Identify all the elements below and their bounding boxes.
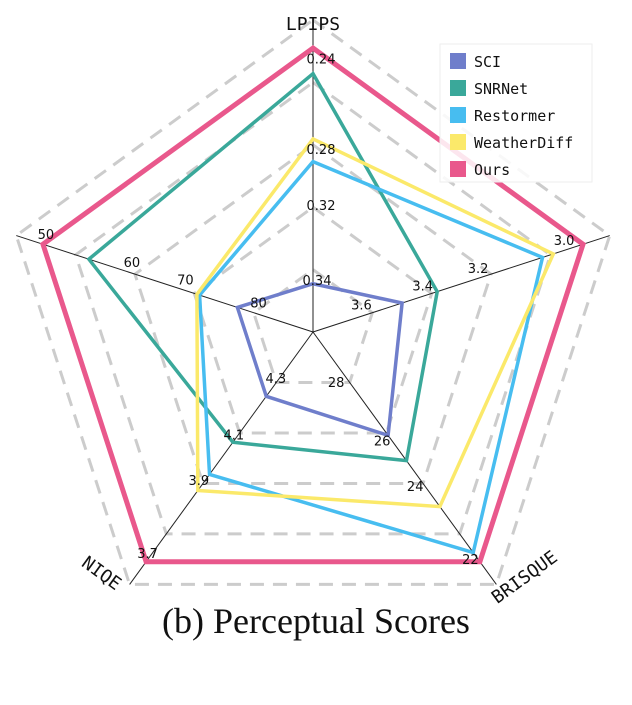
legend: SCI SNRNet Restormer WeatherDiff Ours (439, 43, 593, 183)
tick-label: 4.1 (223, 428, 244, 443)
axis-line-2 (312, 235, 610, 333)
series-sci (235, 281, 405, 438)
grid-ring-4 (73, 80, 553, 536)
tick-label: 60 (124, 256, 141, 271)
tick-label: 0.28 (307, 143, 336, 158)
radar-axes (16, 20, 610, 585)
axis-line-5 (16, 235, 314, 333)
figure-caption: (b) Perceptual Scores (162, 601, 470, 641)
axis-line-3 (312, 331, 497, 585)
legend-label-weatherdiff: WeatherDiff (474, 134, 573, 152)
tick-label: 0.34 (303, 274, 332, 289)
series-snrnet (86, 70, 440, 463)
tick-label: 80 (250, 297, 267, 312)
axis-label-lpips: LPIPS (286, 14, 340, 35)
series-weatherdiff (195, 136, 556, 509)
legend-label-snrnet: SNRNet (474, 80, 528, 98)
series-restormer (197, 159, 545, 555)
tick-label: 0.32 (307, 199, 336, 214)
legend-swatch-ours (450, 161, 466, 177)
legend-swatch-restormer (450, 107, 466, 123)
axis-line-4 (129, 331, 314, 585)
radar-series (40, 44, 586, 565)
tick-label: 0.24 (307, 52, 336, 67)
tick-label: 3.0 (554, 234, 575, 249)
tick-label: 26 (374, 434, 391, 449)
series-ours (40, 44, 586, 565)
legend-swatch-sci (450, 53, 466, 69)
tick-label: 3.7 (137, 547, 158, 562)
tick-label: 70 (177, 273, 194, 288)
legend-swatch-snrnet (450, 80, 466, 96)
axis-label-niqe: NIQE (78, 552, 125, 594)
tick-label: 3.6 (351, 299, 372, 314)
grid-ring-5 (14, 18, 612, 586)
tick-label: 24 (407, 480, 424, 495)
tick-label: 4.3 (265, 372, 286, 387)
grid-ring-1 (251, 267, 375, 384)
tick-label: 3.2 (468, 262, 489, 277)
legend-label-sci: SCI (474, 53, 501, 71)
tick-label: 3.4 (412, 279, 433, 294)
tick-label: 22 (462, 553, 479, 568)
tick-label: 50 (38, 228, 55, 243)
legend-swatch-weatherdiff (450, 134, 466, 150)
tick-label: 3.9 (188, 474, 209, 489)
legend-label-restormer: Restormer (474, 107, 555, 125)
legend-label-ours: Ours (474, 161, 510, 179)
tick-labels: 0.24 0.28 0.32 0.34 3.0 3.2 3.4 3.6 22 24 26 28 3.7 3… (38, 52, 575, 568)
tick-label: 28 (328, 376, 345, 391)
